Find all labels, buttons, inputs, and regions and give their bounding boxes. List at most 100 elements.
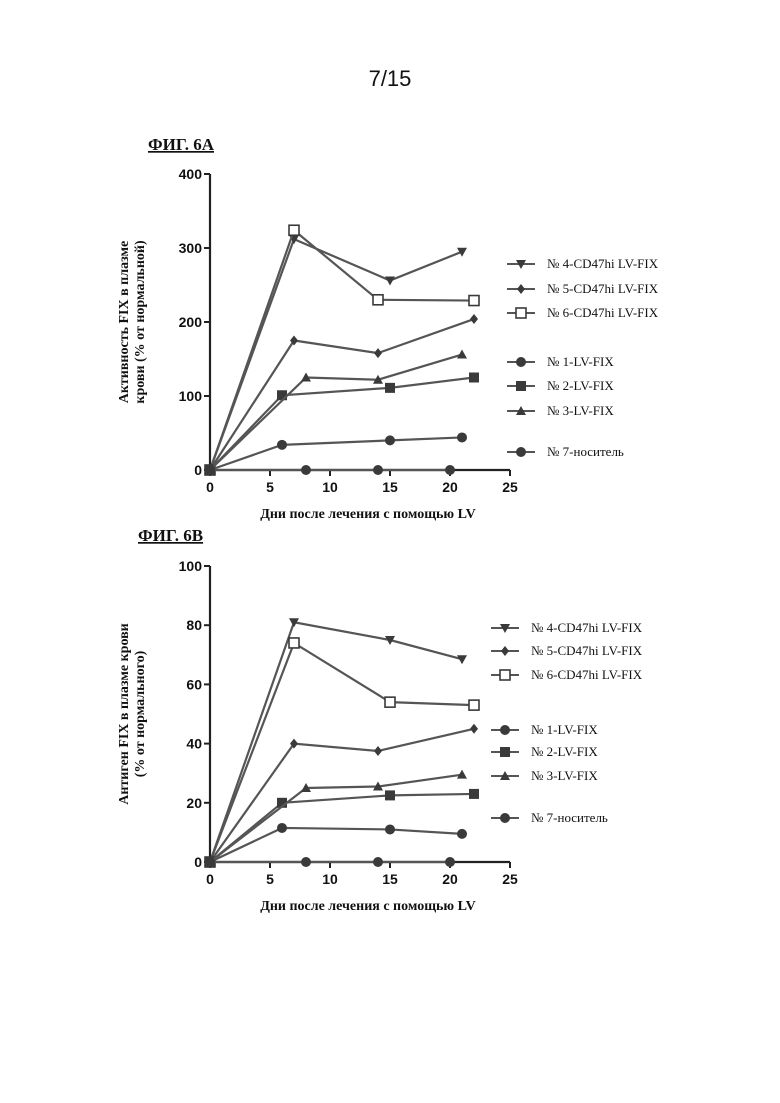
x-tick-label: 10	[322, 479, 338, 495]
y-tick-label: 0	[194, 854, 202, 870]
y-tick-label: 100	[179, 558, 203, 574]
y-axis-label: Активность FIX в плазме	[117, 241, 132, 404]
data-point	[301, 857, 311, 867]
y-axis-label: крови (% от нормальной)	[133, 240, 148, 404]
legend-entry: № 2-LV-FIX	[507, 378, 614, 393]
legend-label: № 1-LV-FIX	[531, 722, 598, 737]
data-point	[373, 295, 383, 305]
chart-title: ФИГ. 6A	[148, 135, 215, 154]
y-tick-label: 20	[186, 795, 202, 811]
legend-label: № 1-LV-FIX	[547, 354, 614, 369]
series-6	[205, 770, 467, 866]
page-number: 7/15	[0, 66, 780, 92]
data-point	[277, 440, 287, 450]
data-point	[445, 465, 455, 475]
x-tick-label: 5	[266, 871, 274, 887]
series-line	[210, 319, 474, 470]
legend-entry: № 3-LV-FIX	[491, 768, 598, 783]
x-tick-label: 25	[502, 871, 518, 887]
data-point	[385, 790, 395, 800]
x-tick-label: 20	[442, 479, 458, 495]
data-point	[373, 465, 383, 475]
data-point	[470, 314, 478, 324]
chart-title: ФИГ. 6B	[138, 526, 203, 545]
legend-entry: № 1-LV-FIX	[491, 722, 598, 737]
x-tick-label: 15	[382, 479, 398, 495]
y-tick-label: 0	[194, 462, 202, 478]
legend-marker	[516, 447, 526, 457]
legend-entry: № 5-CD47hi LV-FIX	[491, 643, 643, 658]
data-point	[469, 373, 479, 383]
legend-marker	[500, 725, 510, 735]
legend-label: № 6-CD47hi LV-FIX	[531, 667, 643, 682]
legend-marker	[516, 308, 526, 318]
y-axis-label: (% от нормального)	[133, 650, 148, 777]
data-point	[373, 857, 383, 867]
data-point	[289, 225, 299, 235]
y-tick-label: 40	[186, 736, 202, 752]
legend-entry: № 6-CD47hi LV-FIX	[491, 667, 643, 682]
data-point	[385, 824, 395, 834]
y-tick-label: 100	[179, 388, 203, 404]
series-line	[210, 230, 474, 470]
series-2	[206, 314, 478, 475]
data-point	[205, 857, 215, 867]
data-point	[385, 383, 395, 393]
legend-entry: № 7-носитель	[507, 444, 624, 459]
data-point	[385, 435, 395, 445]
y-tick-label: 400	[179, 166, 203, 182]
legend-label: № 3-LV-FIX	[547, 403, 614, 418]
legend-entry: № 7-носитель	[491, 810, 608, 825]
legend-entry: № 4-CD47hi LV-FIX	[491, 620, 643, 635]
data-point	[469, 296, 479, 306]
data-point	[385, 697, 395, 707]
data-point	[289, 638, 299, 648]
legend-label: № 2-LV-FIX	[531, 744, 598, 759]
legend-marker	[500, 747, 510, 757]
legend-label: № 7-носитель	[531, 810, 608, 825]
series-line	[210, 437, 462, 470]
x-tick-label: 0	[206, 479, 214, 495]
legend-marker	[500, 813, 510, 823]
legend-label: № 6-CD47hi LV-FIX	[547, 305, 659, 320]
x-tick-label: 10	[322, 871, 338, 887]
data-point	[301, 465, 311, 475]
legend-marker	[500, 670, 510, 680]
series-6	[205, 350, 467, 474]
data-point	[457, 655, 467, 664]
x-axis-label: Дни после лечения с помощью LV	[260, 899, 476, 914]
x-tick-label: 15	[382, 871, 398, 887]
legend-label: № 5-CD47hi LV-FIX	[531, 643, 643, 658]
data-point	[374, 746, 382, 756]
data-point	[385, 277, 395, 286]
legend-marker	[501, 646, 509, 656]
y-axis-label: Антиген FIX в плазме крови	[117, 623, 132, 804]
y-tick-label: 80	[186, 617, 202, 633]
series-line	[210, 775, 462, 862]
series-4	[205, 823, 467, 867]
chart-fig-6b: ФИГ. 6B0204060801000510152025Дни после л…	[0, 520, 780, 930]
legend-label: № 4-CD47hi LV-FIX	[547, 256, 659, 271]
legend-entry: № 2-LV-FIX	[491, 744, 598, 759]
data-point	[457, 829, 467, 839]
series-5	[205, 373, 479, 476]
y-tick-label: 200	[179, 314, 203, 330]
legend-entry: № 3-LV-FIX	[507, 403, 614, 418]
data-point	[445, 857, 455, 867]
x-tick-label: 25	[502, 479, 518, 495]
y-tick-label: 300	[179, 240, 203, 256]
data-point	[469, 789, 479, 799]
legend-label: № 4-CD47hi LV-FIX	[531, 620, 643, 635]
y-tick-label: 60	[186, 676, 202, 692]
legend-marker	[516, 381, 526, 391]
legend-label: № 5-CD47hi LV-FIX	[547, 281, 659, 296]
legend-marker	[517, 284, 525, 294]
legend-entry: № 6-CD47hi LV-FIX	[507, 305, 659, 320]
series-4	[205, 432, 467, 475]
data-point	[205, 465, 215, 475]
data-point	[277, 823, 287, 833]
series-line	[210, 622, 462, 862]
legend-entry: № 4-CD47hi LV-FIX	[507, 256, 659, 271]
data-point	[469, 700, 479, 710]
data-point	[470, 724, 478, 734]
